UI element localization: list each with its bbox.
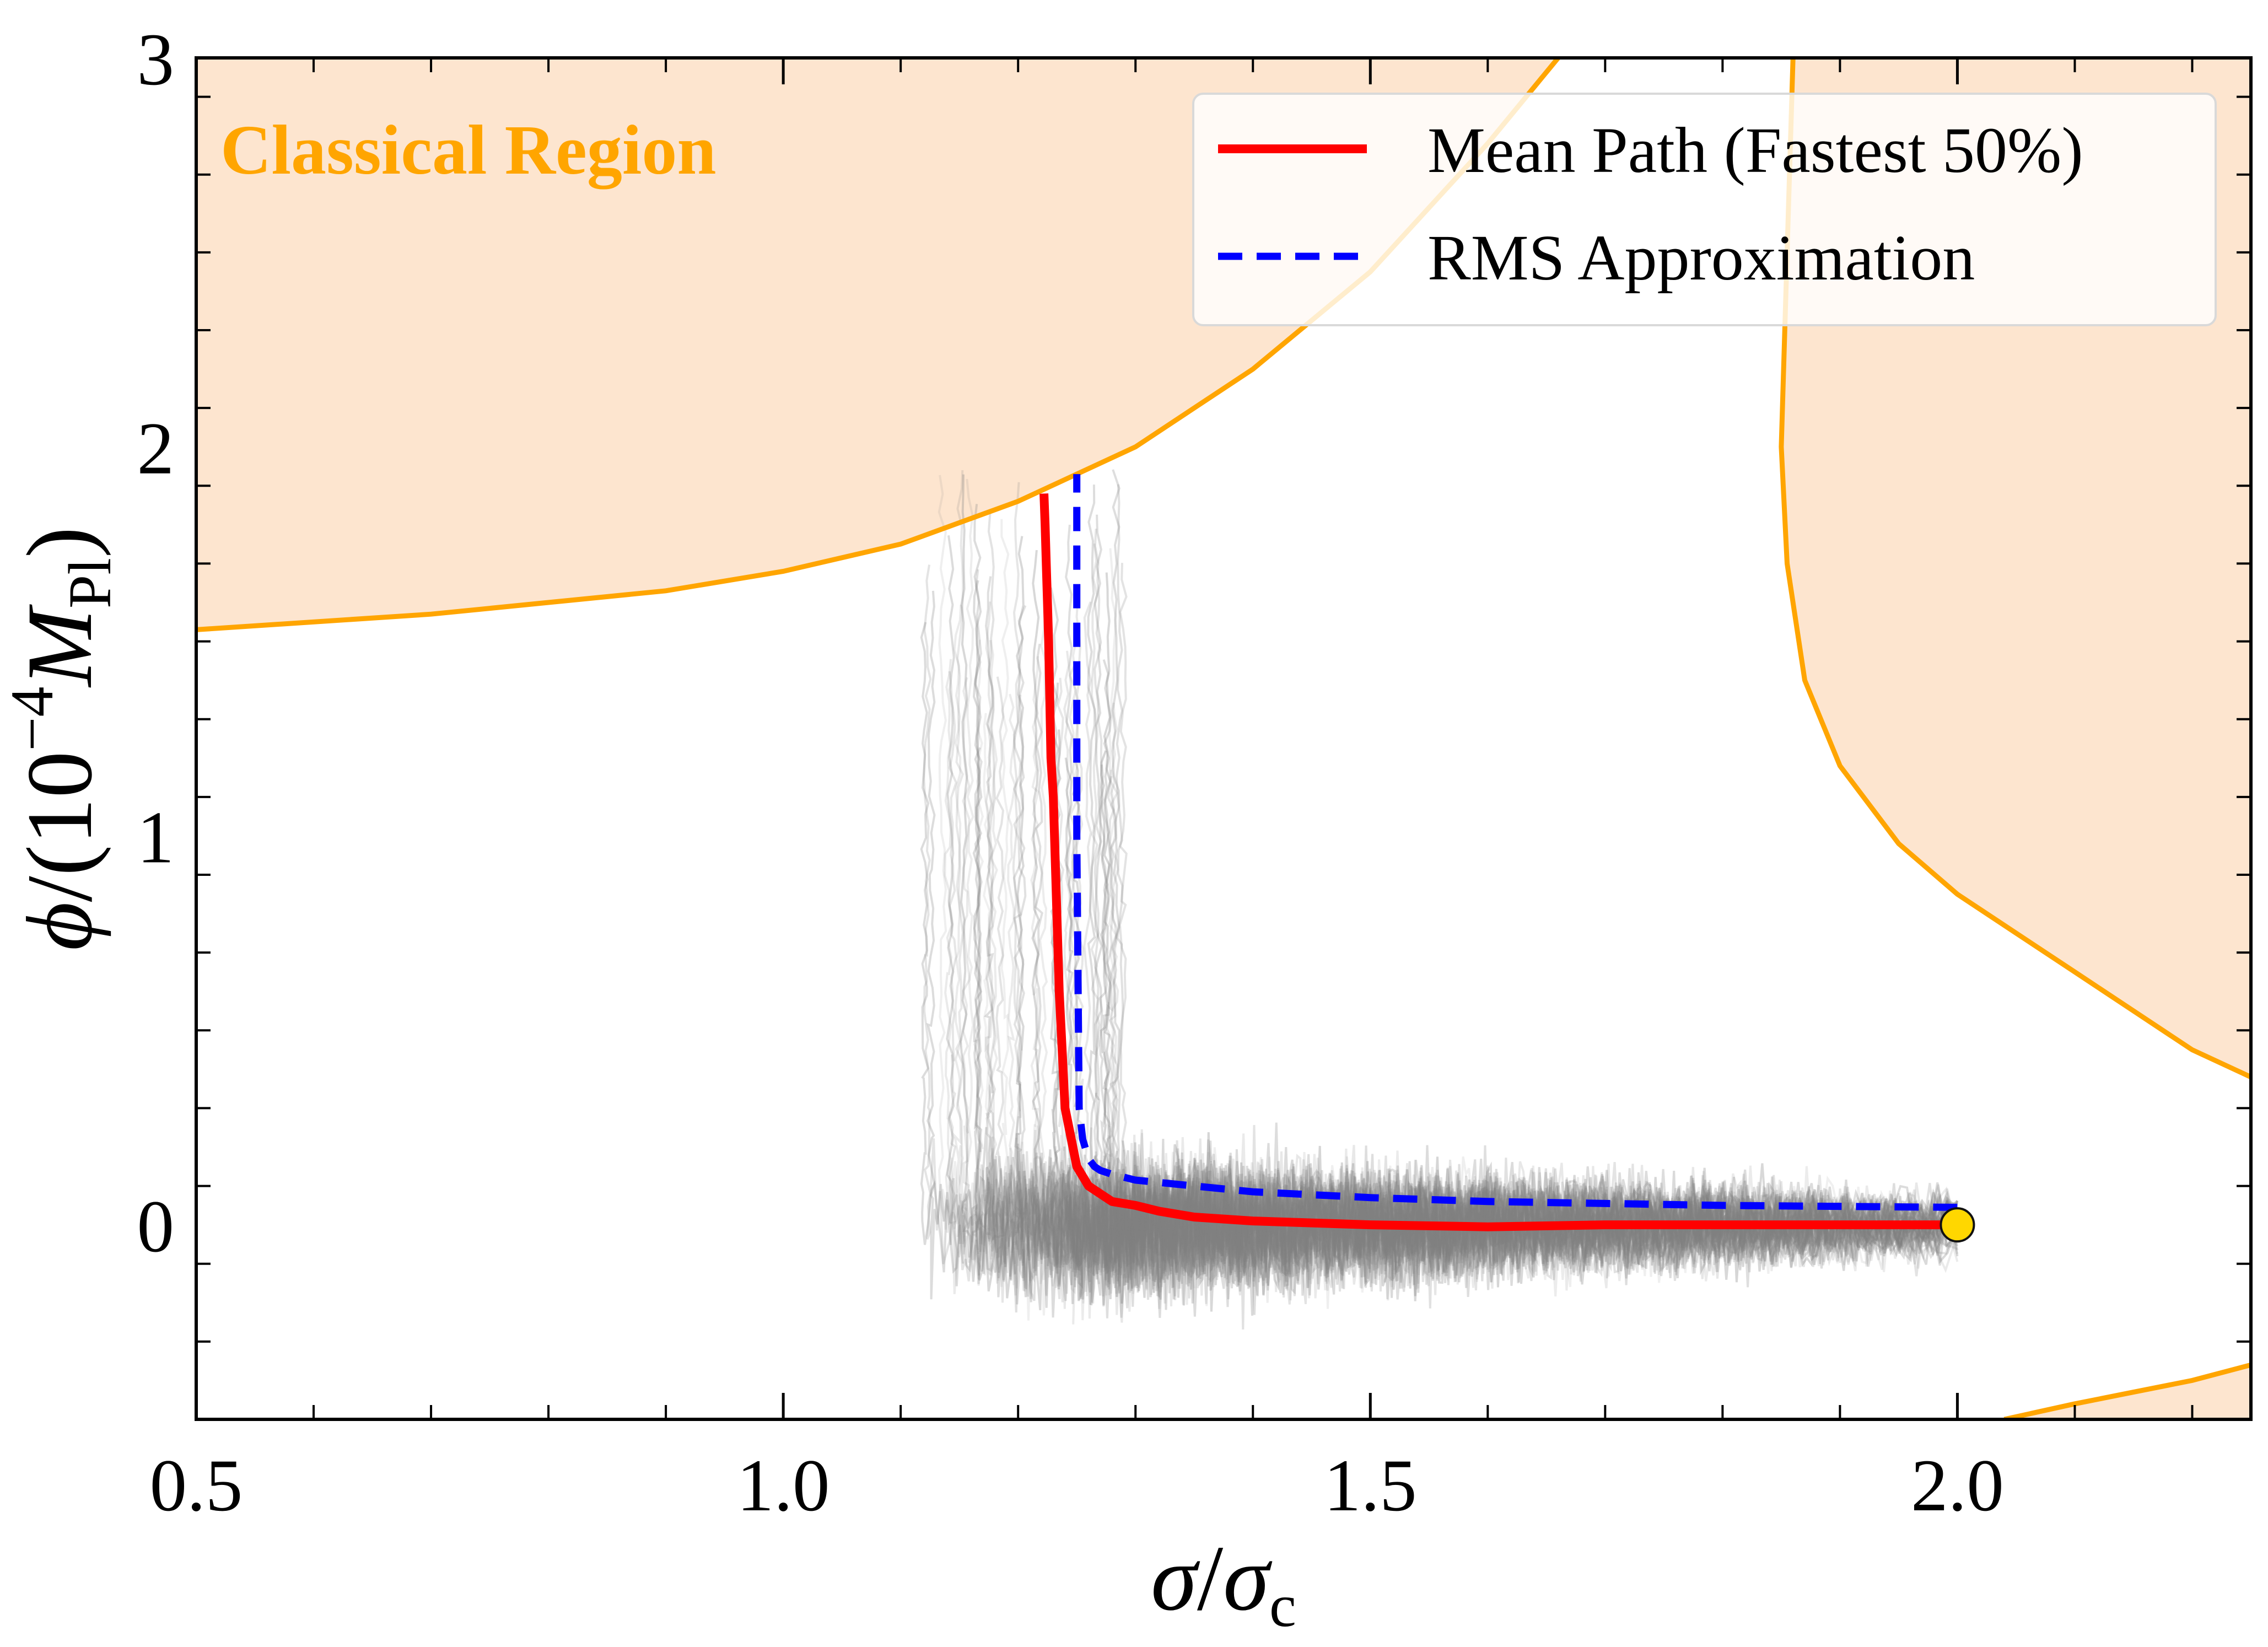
x-tick-label: 1.0 <box>737 1445 830 1527</box>
sample-path <box>962 677 1959 1305</box>
sample-path <box>989 640 1959 1312</box>
sample-path <box>976 639 1958 1316</box>
sample-path <box>1068 661 1959 1325</box>
classical-region-lower-right-fill <box>2004 1365 2251 1419</box>
sample-path <box>973 504 1958 1296</box>
y-axis-label-open: /(10 <box>8 751 111 902</box>
sample-path <box>920 622 1958 1317</box>
sample-path <box>1102 659 1958 1318</box>
sample-path <box>1056 677 1959 1296</box>
sample-path <box>1071 626 1959 1298</box>
tick-marks <box>195 58 2251 1420</box>
sample-path <box>1108 769 1958 1307</box>
rms-approximation-line <box>1073 474 1958 1211</box>
sample-path <box>1038 599 1959 1305</box>
x-tick-labels: 0.5 1.0 1.5 2.0 <box>150 1445 2004 1527</box>
sample-path <box>1017 605 1958 1318</box>
sample-path <box>960 474 1959 1304</box>
sample-path <box>1015 536 1959 1311</box>
legend-box <box>1192 93 2217 326</box>
legend-mean-label: Mean Path (Fastest 50%) <box>1427 114 2083 186</box>
sample-path <box>948 671 1959 1303</box>
sample-path <box>1031 550 1959 1305</box>
classical-region-label: Classical Region <box>220 111 717 189</box>
x-axis-label-sigma: σ <box>1151 1526 1200 1630</box>
sample-path <box>982 713 1958 1293</box>
sample-path <box>1083 601 1959 1285</box>
sample-path <box>1000 519 1958 1321</box>
sample-path <box>1012 482 1958 1296</box>
mean-path-line <box>1039 493 1958 1231</box>
sample-path <box>1063 650 1959 1309</box>
y-axis-label: ϕ/(10−4MPl) <box>0 527 123 951</box>
classical-boundary-lower-right <box>2003 1362 2251 1419</box>
y-tick-label: 1 <box>137 796 175 879</box>
y-tick-label: 2 <box>137 408 175 490</box>
x-tick-label: 1.5 <box>1324 1445 1417 1527</box>
y-axis-label-phi: ϕ <box>8 902 111 950</box>
sample-path <box>1071 758 1959 1306</box>
sample-path <box>984 576 1958 1313</box>
x-tick-label: 0.5 <box>150 1445 243 1527</box>
sample-path <box>1049 587 1958 1304</box>
y-tick-label: 0 <box>137 1186 175 1268</box>
x-axis-label-subscript: c <box>1269 1572 1296 1639</box>
y-axis-label-exponent: −4 <box>0 687 66 751</box>
sample-path <box>973 747 1959 1305</box>
y-axis-label-mass: M <box>8 604 111 688</box>
sample-path <box>1107 548 1958 1309</box>
sample-path <box>1034 643 1959 1318</box>
x-axis-label-slash: / <box>1197 1526 1224 1630</box>
sample-path <box>1007 693 1959 1282</box>
y-axis-label-mass-subscript: Pl <box>56 558 123 609</box>
x-axis-label-sigma-c: σ <box>1223 1526 1273 1630</box>
sample-path <box>965 478 1959 1303</box>
sample-path <box>1103 572 1959 1312</box>
y-axis-label-close: ) <box>8 527 111 558</box>
sample-path <box>1115 484 1959 1330</box>
sample-path <box>1090 543 1958 1323</box>
sample-path <box>1075 601 1959 1304</box>
sample-path <box>1064 524 1959 1289</box>
sample-path <box>972 580 1958 1301</box>
sample-path <box>1098 765 1959 1298</box>
sample-path <box>1100 750 1959 1291</box>
sample-path <box>987 514 1958 1305</box>
sample-path <box>1030 656 1958 1304</box>
x-axis-label: σ/σc <box>1151 1526 1296 1639</box>
sample-path <box>953 605 1958 1321</box>
y-tick-label: 3 <box>137 19 175 101</box>
x-tick-label: 2.0 <box>1911 1445 2004 1527</box>
legend: Mean Path (Fastest 50%) RMS Approximatio… <box>1192 93 2217 326</box>
plot-frame <box>195 56 2253 1421</box>
endpoint-marker <box>1940 1207 1975 1243</box>
legend-rms-label: RMS Approximation <box>1427 222 1975 294</box>
classical-boundary-right <box>1779 58 2251 1080</box>
y-tick-labels: 0 1 2 3 <box>137 19 175 1268</box>
